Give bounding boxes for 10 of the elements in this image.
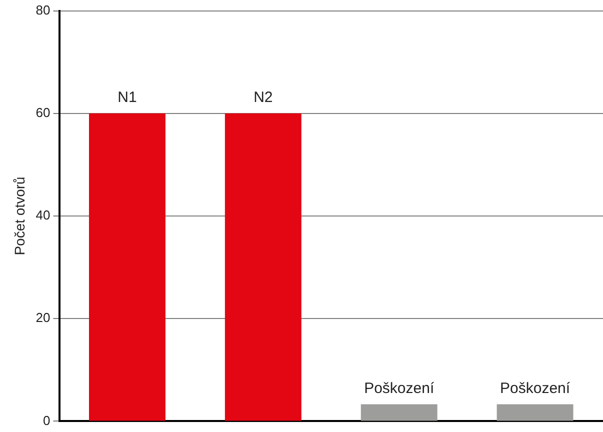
y-tick-label: 80: [36, 2, 50, 18]
x-tick-label: N1: [118, 89, 137, 106]
y-tick-label: 20: [36, 310, 50, 326]
y-axis-title: Počet otvorů: [11, 176, 28, 256]
y-tick-label: 0: [43, 412, 50, 428]
x-tick-label: Poškození: [364, 380, 435, 397]
x-tick-label: N2: [254, 89, 273, 106]
y-tick-label: 40: [36, 208, 50, 223]
y-tick-label: 60: [36, 104, 50, 120]
x-tick-label: Poškození: [500, 380, 571, 397]
